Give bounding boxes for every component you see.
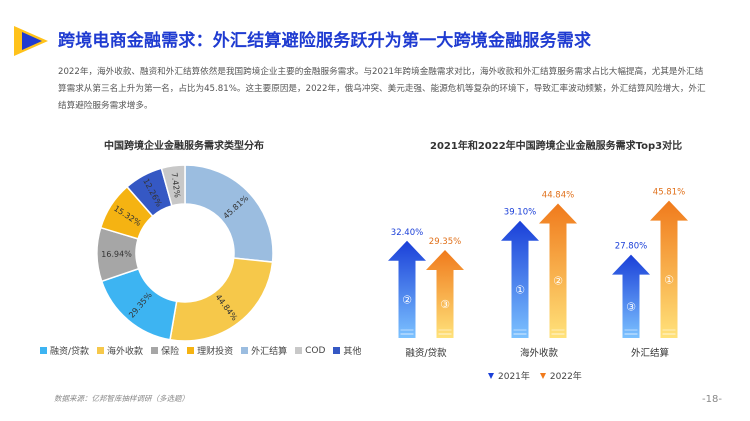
legend-swatch [241, 347, 249, 354]
legend-label: 海外收款 [107, 347, 144, 357]
legend-swatch [187, 347, 195, 354]
bar-legend: 2021年 2022年 [488, 369, 592, 382]
brand-logo-icon [14, 26, 48, 56]
legend-item: 融资/贷款 [40, 344, 89, 357]
data-source-note: 数据来源：亿邦智库抽样调研（多选题） [54, 394, 189, 403]
donut-slice-6 [160, 164, 186, 207]
legend-swatch [151, 347, 159, 354]
bar-value-label: 44.84% [542, 190, 574, 200]
donut-chart: 45.81%44.84%29.35%16.94%15.32%12.26% 7.42… [96, 164, 274, 342]
bar-value-label: 27.80% [615, 242, 647, 252]
legend-item: COD [295, 346, 325, 356]
category-label: 海外收款 [520, 347, 559, 359]
category-label: 融资/贷款 [405, 347, 447, 359]
bar-chart-title: 2021年和2022年中国跨境企业金融服务需求Top3对比 [430, 141, 683, 152]
legend-item: 保险 [151, 344, 179, 357]
arrow-bar-0-0 [388, 240, 426, 338]
arrow-bar-2-1 [650, 200, 688, 338]
legend-swatch [40, 347, 47, 354]
legend-item: 理财投资 [187, 344, 233, 357]
bar-value-label: 39.10% [504, 208, 536, 218]
donut-chart-title: 中国跨境企业金融服务需求类型分布 [104, 141, 264, 152]
legend-label: 外汇结算 [251, 347, 288, 357]
rank-label: ③ [626, 300, 636, 313]
arrow-bar-chart: 32.40% ② 29.35% ③ 融资/贷款 39.10% ① 44.84% ② 海外收款 27.… [388, 188, 688, 359]
category-label: 外汇结算 [631, 347, 669, 359]
donut-slice-1 [169, 257, 274, 342]
arrow-down-icon [488, 372, 494, 379]
arrow-bar-2-0 [612, 254, 650, 338]
donut-slice-label: 7.42% [169, 172, 181, 199]
legend-2022-label: 2022年 [549, 372, 582, 382]
legend-item: 海外收款 [97, 344, 143, 357]
legend-label: COD [305, 345, 326, 356]
legend-swatch [97, 347, 105, 354]
intro-paragraph: 2022年，海外收款、融资和外汇结算依然是我国跨境企业主要的金融服务需求。与20… [58, 67, 706, 111]
rank-label: ② [553, 275, 563, 288]
page-number: -18- [702, 394, 722, 405]
legend-swatch [295, 347, 303, 354]
legend-label: 融资/贷款 [50, 347, 90, 357]
legend-2021-label: 2021年 [498, 372, 530, 382]
rank-label: ③ [440, 298, 450, 311]
rank-label: ① [664, 273, 674, 286]
legend-label: 其他 [343, 347, 362, 357]
legend-2022: 2022年 [539, 369, 582, 382]
bar-value-label: 29.35% [429, 237, 461, 247]
arrow-down-icon [539, 372, 546, 379]
rank-label: ② [402, 293, 412, 306]
legend-item: 其他 [333, 344, 361, 357]
arrow-bar-0-1 [426, 249, 464, 338]
donut-legend: 融资/贷款 海外收款 保险 理财投资 外汇结算 COD 其他 [40, 344, 369, 357]
bar-value-label: 32.40% [391, 228, 423, 238]
arrow-bar-1-1 [539, 203, 577, 338]
legend-2021: 2021年 [488, 369, 530, 382]
page-title: 跨境电商金融需求：外汇结算避险服务跃升为第一大跨境金融服务需求 [58, 31, 592, 51]
legend-swatch [333, 347, 341, 354]
legend-label: 理财投资 [197, 347, 234, 357]
donut-slice-label: 16.94% [101, 249, 132, 259]
legend-item: 外汇结算 [241, 344, 287, 357]
rank-label: ① [515, 283, 525, 296]
legend-label: 保险 [161, 347, 180, 357]
arrow-bar-1-0 [501, 220, 539, 338]
bar-value-label: 45.81% [653, 188, 685, 198]
